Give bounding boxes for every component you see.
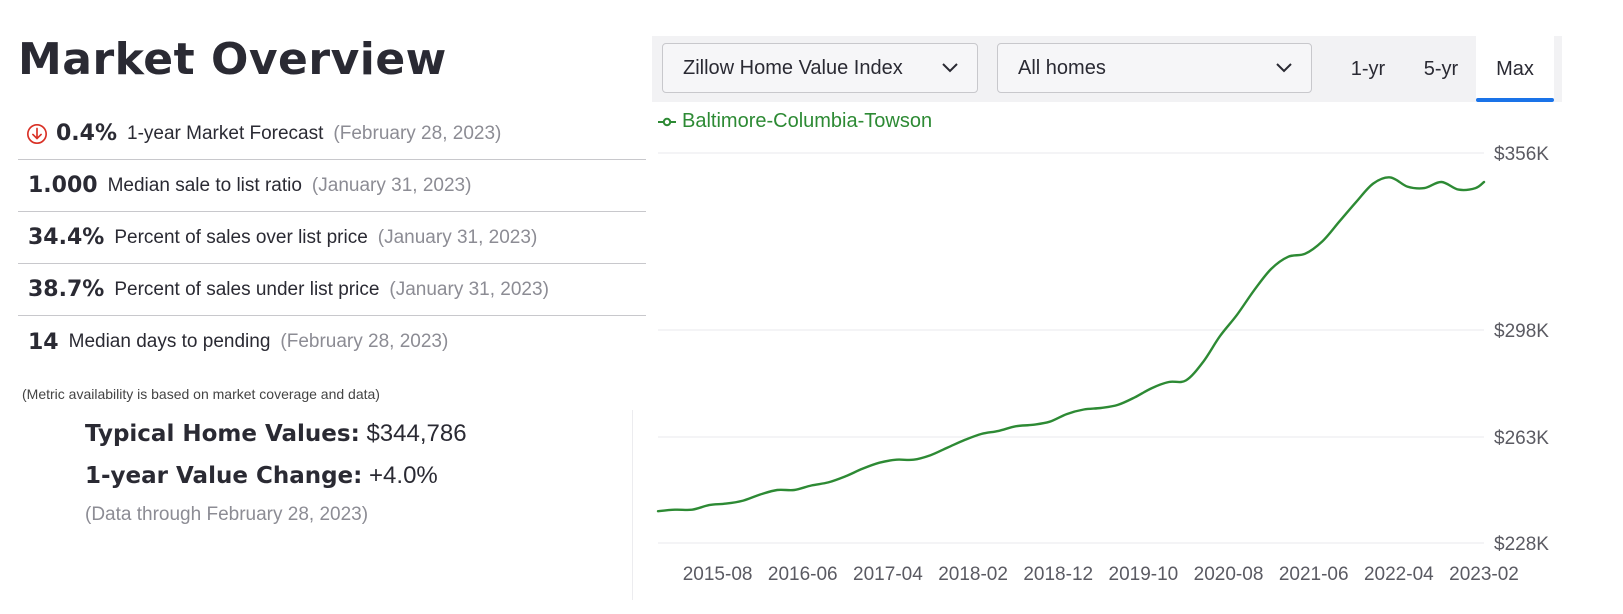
chart-legend[interactable]: Baltimore-Columbia-Towson [658,110,932,133]
metrics-list: 0.4% 1-year Market Forecast (February 28… [18,108,646,368]
series-line-baltimore-columbia-towson [656,176,1486,513]
legend-line-marker-icon [658,117,676,126]
chart-y-axis: $228K $263K $298K $356K [1494,144,1549,555]
x-tick-label: 2022-04 [1364,564,1434,585]
metric-value: 0.4% [56,121,118,146]
home-type-select[interactable]: All homes [997,43,1312,93]
metric-value: 14 [28,329,59,355]
x-tick-label: 2020-08 [1194,564,1264,585]
y-tick-label: $228K [1494,534,1549,555]
x-tick-label: 2018-12 [1023,564,1093,585]
value-change: +4.0% [369,462,438,489]
metric-date: (February 28, 2023) [333,122,502,144]
metric-value: 34.4% [28,225,105,250]
value-change-row: 1-year Value Change: +4.0% [85,462,467,490]
down-arrow-circle-icon [27,123,47,144]
metric-value: 38.7% [28,277,105,302]
value-change-label: 1-year Value Change: [85,463,363,489]
y-tick-label: $298K [1494,321,1549,342]
metric-row-under-list: 38.7% Percent of sales under list price … [18,264,646,316]
overview-panel: Market Overview 0.4% 1-year Market Forec… [18,0,646,614]
range-tab-5yr[interactable]: 5-yr [1423,57,1459,80]
index-select-value: Zillow Home Value Index [683,56,903,79]
metric-date: (February 28, 2023) [280,331,449,352]
metric-label: Percent of sales under list price [114,278,380,300]
metric-date: (January 31, 2023) [377,226,538,248]
chevron-down-icon [942,63,958,73]
chart-grid [658,152,1484,544]
x-tick-label: 2019-10 [1109,564,1179,585]
metric-row-forecast: 0.4% 1-year Market Forecast (February 28… [18,108,646,160]
chevron-down-icon [1276,63,1292,73]
metric-row-days-to-pending: 14 Median days to pending (February 28, … [18,316,646,368]
metric-label: Median sale to list ratio [107,174,302,196]
x-tick-label: 2023-02 [1449,564,1519,585]
metric-date: (January 31, 2023) [311,174,472,196]
chart-x-axis: 2015-08 2016-06 2017-04 2018-02 2018-12 2019-… [683,564,1519,585]
x-tick-label: 2016-06 [768,564,838,585]
x-tick-label: 2015-08 [683,564,753,585]
home-value-chart: $228K $263K $298K $356K 2015-08 2016-06 2017-… [656,144,1549,585]
metric-row-sale-to-list: 1.000 Median sale to list ratio (January… [18,160,646,212]
metric-label: 1-year Market Forecast [127,122,324,144]
home-type-select-value: All homes [1018,56,1106,79]
metric-label: Median days to pending [68,331,271,352]
range-tab-max[interactable]: Max [1476,36,1554,102]
metric-row-over-list: 34.4% Percent of sales over list price (… [18,212,646,264]
metric-label: Percent of sales over list price [114,226,368,248]
index-select[interactable]: Zillow Home Value Index [662,43,978,93]
chart-toolbar: Zillow Home Value Index All homes 1-yr 5… [652,36,1562,102]
typical-home-value: $344,786 [366,420,467,447]
typical-home-value-row: Typical Home Values: $344,786 [85,420,467,448]
page-title: Market Overview [18,34,447,85]
metric-date: (January 31, 2023) [389,278,549,300]
y-tick-label: $356K [1494,144,1549,165]
typical-home-value-label: Typical Home Values: [85,421,360,447]
metric-value: 1.000 [28,173,98,198]
x-tick-label: 2017-04 [853,564,923,585]
x-tick-label: 2018-02 [938,564,1008,585]
range-tab-1yr[interactable]: 1-yr [1350,57,1386,80]
panel-divider [632,410,633,600]
y-tick-label: $263K [1494,428,1549,449]
metric-availability-note: (Metric availability is based on market … [22,386,380,402]
home-value-summary: Typical Home Values: $344,786 1-year Val… [85,420,467,526]
x-tick-label: 2021-06 [1279,564,1349,585]
data-through-date: (Data through February 28, 2023) [85,504,369,525]
legend-series-name: Baltimore-Columbia-Towson [682,110,933,132]
